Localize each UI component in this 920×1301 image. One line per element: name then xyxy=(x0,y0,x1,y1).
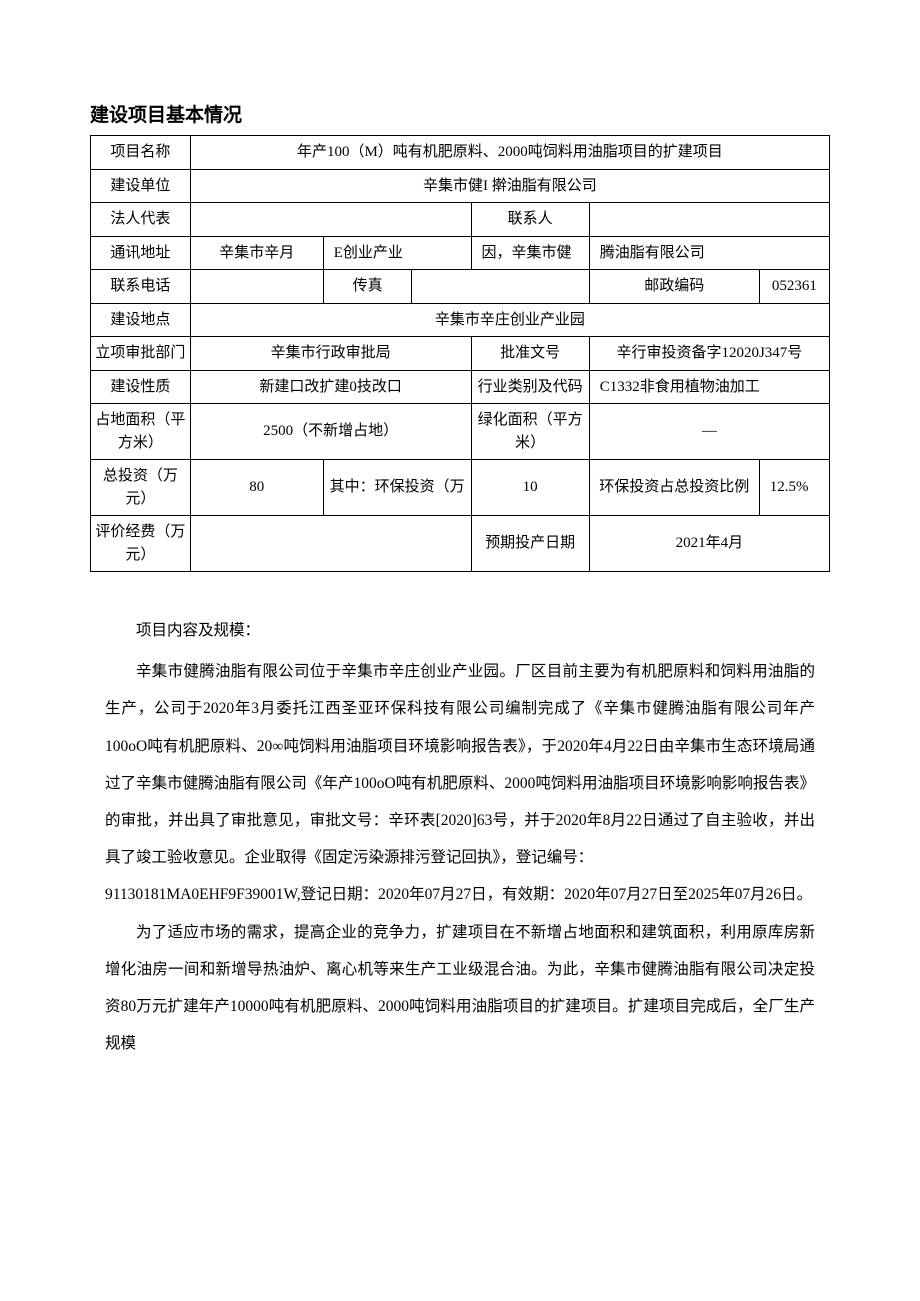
table-row: 建设地点 辛集市辛庄创业产业园 xyxy=(91,303,830,337)
page-title: 建设项目基本情况 xyxy=(90,100,830,127)
cell-label: 联系电话 xyxy=(91,270,191,304)
cell-label: 建设性质 xyxy=(91,370,191,404)
table-row: 法人代表 联系人 xyxy=(91,203,830,237)
cell-label: 总投资（万元） xyxy=(91,460,191,516)
cell-value: — xyxy=(589,404,829,460)
cell-label: 建设地点 xyxy=(91,303,191,337)
cell-value xyxy=(589,203,829,237)
table-row: 通讯地址 辛集市辛月 E创业产业 因，辛集市健 腾油脂有限公司 xyxy=(91,236,830,270)
paragraph: 91130181MA0EHF9F39001W,登记日期：2020年07月27日，… xyxy=(105,876,815,913)
table-row: 立项审批部门 辛集市行政审批局 批准文号 辛行审投资备字12020J347号 xyxy=(91,337,830,371)
cell-label: 其中：环保投资（万 xyxy=(323,460,471,516)
table-row: 评价经费（万元） 预期投产日期 2021年4月 xyxy=(91,516,830,572)
cell-label: 立项审批部门 xyxy=(91,337,191,371)
cell-value: 腾油脂有限公司 xyxy=(589,236,829,270)
table-row: 建设单位 辛集市健I 擀油脂有限公司 xyxy=(91,169,830,203)
cell-label: 通讯地址 xyxy=(91,236,191,270)
cell-label: 环保投资占总投资比例 xyxy=(589,460,759,516)
cell-label: 占地面积（平方米） xyxy=(91,404,191,460)
cell-value: 2021年4月 xyxy=(589,516,829,572)
cell-value: 年产100（M）吨有机肥原料、2000吨饲料用油脂项目的扩建项目 xyxy=(190,136,829,170)
info-table: 项目名称 年产100（M）吨有机肥原料、2000吨饲料用油脂项目的扩建项目 建设… xyxy=(90,135,830,572)
cell-value: 10 xyxy=(471,460,589,516)
table-row: 占地面积（平方米） 2500（不新增占地） 绿化面积（平方米） — xyxy=(91,404,830,460)
cell-value: 新建口改扩建0技改口 xyxy=(190,370,471,404)
cell-value xyxy=(190,516,471,572)
cell-label: 绿化面积（平方米） xyxy=(471,404,589,460)
cell-label: 批准文号 xyxy=(471,337,589,371)
paragraph: 辛集市健腾油脂有限公司位于辛集市辛庄创业产业园。厂区目前主要为有机肥原料和饲料用… xyxy=(105,653,815,876)
cell-label: 传真 xyxy=(323,270,412,304)
cell-value: C1332非食用植物油加工 xyxy=(589,370,829,404)
table-row: 项目名称 年产100（M）吨有机肥原料、2000吨饲料用油脂项目的扩建项目 xyxy=(91,136,830,170)
cell-label: 预期投产日期 xyxy=(471,516,589,572)
cell-value xyxy=(190,270,323,304)
cell-value: 辛集市行政审批局 xyxy=(190,337,471,371)
cell-value: 辛集市健I 擀油脂有限公司 xyxy=(190,169,829,203)
cell-label: 联系人 xyxy=(471,203,589,237)
cell-label: 项目名称 xyxy=(91,136,191,170)
cell-value: 12.5% xyxy=(759,460,829,516)
cell-value: 052361 xyxy=(759,270,829,304)
cell-value: 2500（不新增占地） xyxy=(190,404,471,460)
cell-label: 评价经费（万元） xyxy=(91,516,191,572)
body-text-block: 项目内容及规模： 辛集市健腾油脂有限公司位于辛集市辛庄创业产业园。厂区目前主要为… xyxy=(90,612,830,1062)
cell-value xyxy=(412,270,589,304)
cell-value: E创业产业 xyxy=(323,236,471,270)
section-header: 项目内容及规模： xyxy=(105,612,815,649)
cell-value: 80 xyxy=(190,460,323,516)
cell-value xyxy=(190,203,471,237)
cell-value: 因，辛集市健 xyxy=(471,236,589,270)
paragraph: 为了适应市场的需求，提高企业的竞争力，扩建项目在不新增占地面积和建筑面积，利用原… xyxy=(105,914,815,1063)
cell-label: 建设单位 xyxy=(91,169,191,203)
table-row: 建设性质 新建口改扩建0技改口 行业类别及代码 C1332非食用植物油加工 xyxy=(91,370,830,404)
table-row: 联系电话 传真 邮政编码 052361 xyxy=(91,270,830,304)
cell-label: 法人代表 xyxy=(91,203,191,237)
cell-label: 行业类别及代码 xyxy=(471,370,589,404)
table-row: 总投资（万元） 80 其中：环保投资（万 10 环保投资占总投资比例 12.5% xyxy=(91,460,830,516)
cell-value: 辛行审投资备字12020J347号 xyxy=(589,337,829,371)
cell-label: 邮政编码 xyxy=(589,270,759,304)
cell-value: 辛集市辛庄创业产业园 xyxy=(190,303,829,337)
cell-value: 辛集市辛月 xyxy=(190,236,323,270)
